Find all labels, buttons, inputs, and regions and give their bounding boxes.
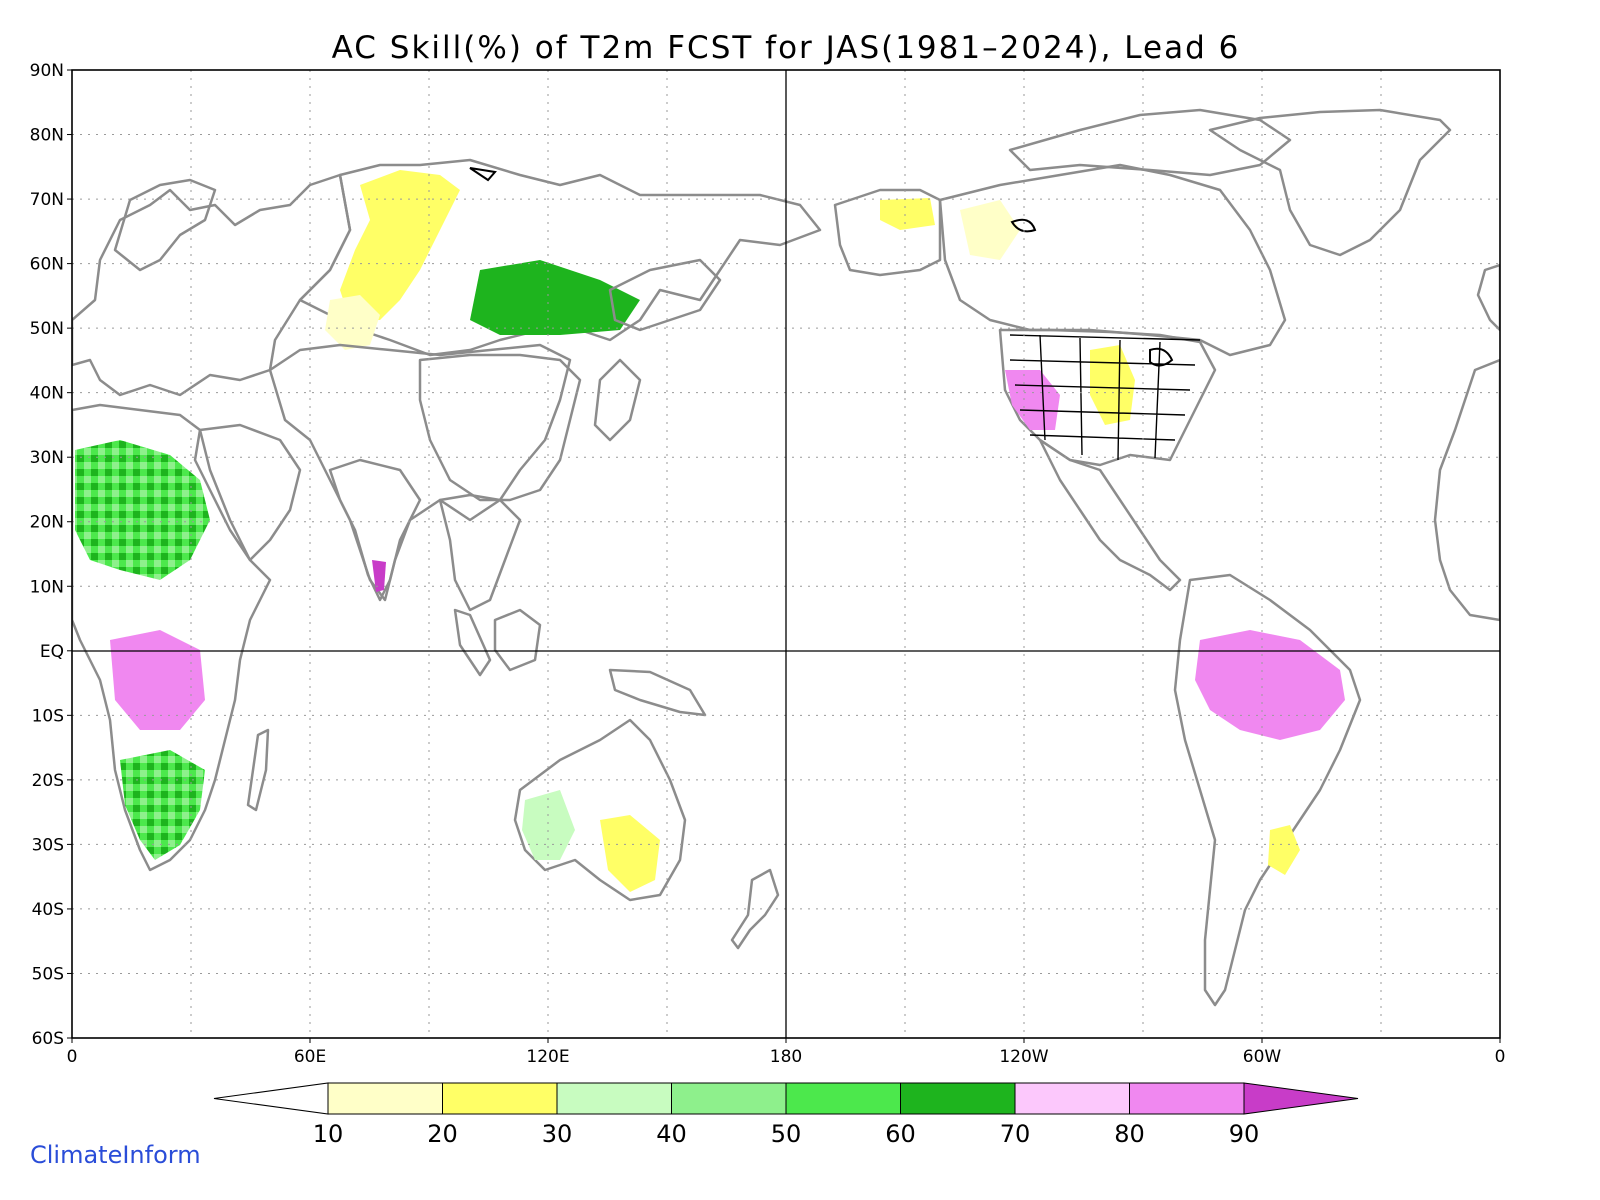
- colorbar-bin: [1130, 1083, 1245, 1114]
- lat-tick-label: 30N: [30, 448, 64, 468]
- colorbar-bin: [328, 1083, 443, 1114]
- colorbar-bin: [557, 1083, 672, 1114]
- lat-tick-label: 80N: [30, 126, 64, 146]
- colorbar-bin: [1015, 1083, 1130, 1114]
- colorbar-label: 20: [427, 1120, 458, 1148]
- colorbar-label: 30: [542, 1120, 573, 1148]
- colorbar-bin: [672, 1083, 787, 1114]
- lat-tick-label: 70N: [30, 190, 64, 210]
- map-title: AC Skill(%) of T2m FCST for JAS(1981–202…: [332, 30, 1241, 66]
- lon-tick-label: 120W: [999, 1047, 1048, 1067]
- latitude-axis: 90N 80N 70N 60N 50N 40N 30N 20N 10N EQ 10S 20S 30S 40…: [30, 61, 72, 1049]
- lat-tick-label: 90N: [30, 61, 64, 81]
- colorbar-bin: [443, 1083, 558, 1114]
- lat-tick-label: 60S: [32, 1029, 64, 1049]
- colorbar-label: 40: [656, 1120, 687, 1148]
- lat-tick-label: 50S: [32, 964, 64, 984]
- lat-tick-label: 10S: [32, 706, 64, 726]
- colorbar-bin: [786, 1083, 901, 1114]
- colorbar-label: 60: [885, 1120, 916, 1148]
- lon-tick-label: 120E: [526, 1047, 569, 1067]
- lon-tick-label: 0: [1495, 1047, 1506, 1067]
- lon-tick-label: 60W: [1243, 1047, 1282, 1067]
- lat-tick-label: 30S: [32, 835, 64, 855]
- lat-tick-label: 40S: [32, 900, 64, 920]
- credit-text: ClimateInform: [30, 1141, 201, 1169]
- lon-tick-label: 0: [67, 1047, 78, 1067]
- lat-tick-label: 20N: [30, 513, 64, 533]
- lat-tick-label: 20S: [32, 771, 64, 791]
- lat-tick-label: 40N: [30, 384, 64, 404]
- lat-tick-label: 50N: [30, 319, 64, 339]
- colorbar-bin-low: [214, 1083, 328, 1114]
- colorbar-label: 50: [771, 1120, 802, 1148]
- lat-tick-label: EQ: [40, 642, 64, 662]
- lat-tick-label: 10N: [30, 577, 64, 597]
- lat-tick-label: 60N: [30, 255, 64, 275]
- colorbar-bin: [901, 1083, 1016, 1114]
- lon-tick-label: 180: [770, 1047, 802, 1067]
- colorbar-label: 10: [313, 1120, 344, 1148]
- longitude-axis: 0 60E 120E 180 120W 60W 0: [67, 1038, 1506, 1067]
- lon-tick-label: 60E: [294, 1047, 326, 1067]
- colorbar-bin-high: [1244, 1083, 1358, 1114]
- colorbar-label: 90: [1229, 1120, 1260, 1148]
- colorbar: 10 20 30 40 50 60 70 80 90: [214, 1083, 1358, 1148]
- colorbar-label: 80: [1114, 1120, 1145, 1148]
- colorbar-label: 70: [1000, 1120, 1031, 1148]
